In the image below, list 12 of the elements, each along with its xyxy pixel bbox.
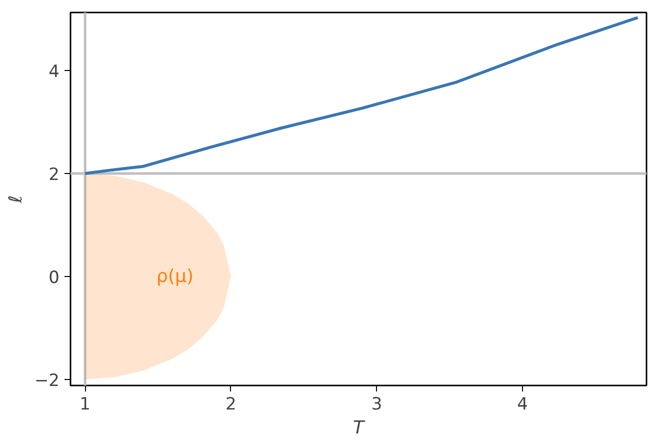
x-tick-label: 4 bbox=[517, 394, 528, 414]
line-series bbox=[84, 16, 640, 176]
series-label: ρ(μ) bbox=[156, 266, 194, 287]
y-tick-label: 2 bbox=[48, 165, 60, 186]
y-axis-title: ℓ bbox=[5, 195, 26, 204]
y-tick-label: −2 bbox=[34, 370, 60, 391]
x-tick-label: 1 bbox=[80, 394, 90, 414]
x-axis-title: T bbox=[353, 418, 366, 438]
y-tick-label: 4 bbox=[48, 62, 60, 82]
x-tick-label: 3 bbox=[371, 394, 382, 414]
x-tick-label: 2 bbox=[225, 394, 236, 414]
y-tick-label: 0 bbox=[48, 268, 60, 288]
